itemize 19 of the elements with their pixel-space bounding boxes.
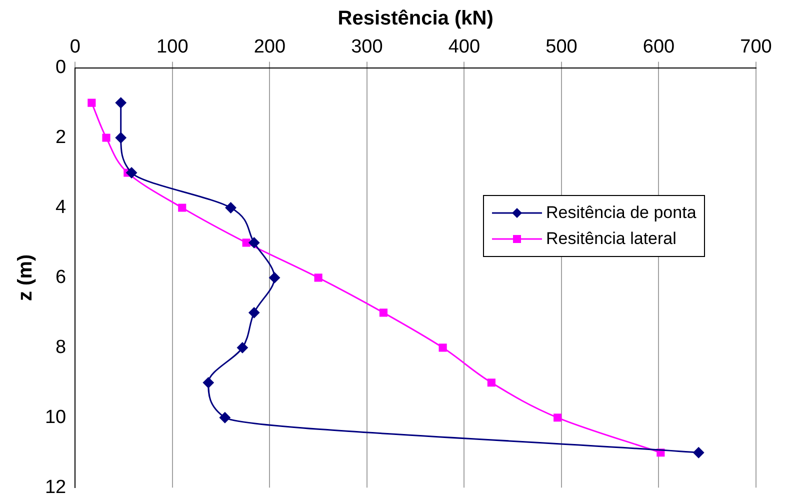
y-tick-label: 8 (56, 336, 66, 358)
legend-label: Resitência lateral (546, 228, 676, 250)
y-tick-label: 4 (56, 196, 67, 218)
y-axis-title: z (m) (14, 254, 37, 302)
x-axis-title: Resistência (kN) (338, 8, 494, 30)
x-tick-label: 0 (70, 36, 80, 58)
y-tick-label: 10 (44, 406, 66, 428)
y-tick-label: 2 (56, 127, 66, 148)
x-tick-label: 600 (642, 36, 675, 58)
y-tick-label: 12 (44, 476, 66, 498)
x-tick-label: 300 (351, 36, 383, 58)
x-tick-label: 700 (740, 36, 772, 58)
legend-label: Resitência de ponta (546, 202, 696, 224)
x-tick-label: 200 (254, 36, 286, 58)
y-tick-label: 6 (56, 266, 66, 288)
x-tick-label: 400 (448, 36, 480, 58)
x-tick-label: 500 (546, 36, 578, 58)
x-tick-label: 100 (156, 36, 188, 58)
y-tick-label: 0 (56, 57, 66, 78)
